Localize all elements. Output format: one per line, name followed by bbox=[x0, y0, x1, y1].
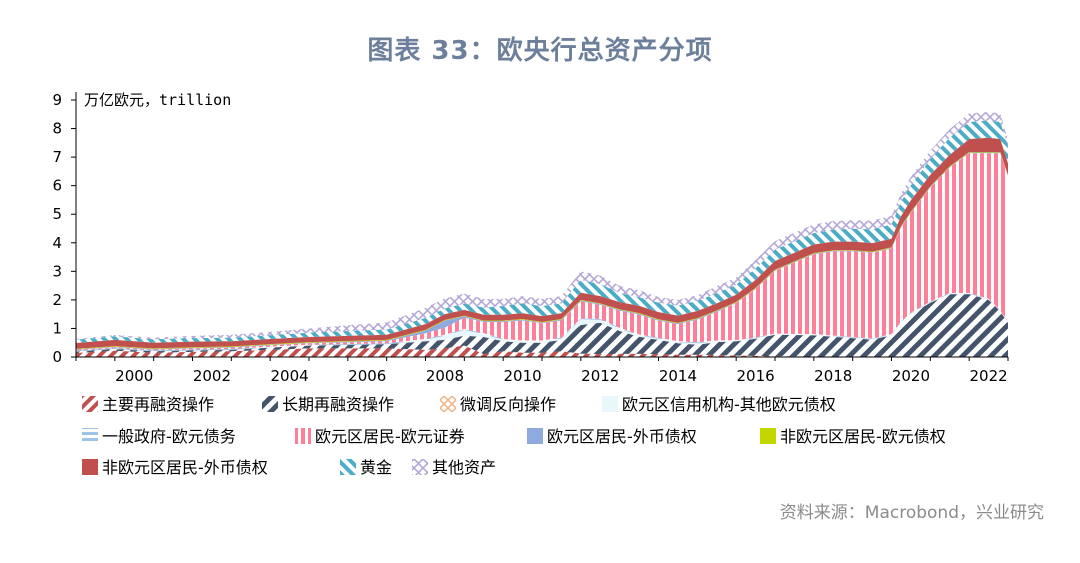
area-series-9 bbox=[76, 120, 1008, 344]
legend-label: 黄金 bbox=[360, 458, 392, 477]
legend-label: 微调反向操作 bbox=[460, 395, 556, 414]
y-tick-label: 9 bbox=[52, 91, 62, 109]
x-tick-label: 2000 bbox=[115, 367, 153, 385]
legend-label: 欧元区居民-欧元证券 bbox=[315, 427, 465, 446]
area-series-5 bbox=[76, 153, 1008, 351]
legend-swatch bbox=[262, 396, 278, 412]
x-tick-label: 2010 bbox=[503, 367, 541, 385]
legend-swatch bbox=[82, 428, 98, 444]
page-title: 图表 33：欧央行总资产分项 bbox=[367, 36, 713, 66]
axes: 0 1 2 3 4 5 6 7 8 9 2000 2002 2004 2006 2008 2010 2012 20… bbox=[52, 91, 1009, 385]
area-series-10 bbox=[76, 111, 1008, 340]
unit-label: 万亿欧元，trillion bbox=[84, 91, 231, 109]
legend-label: 一般政府-欧元债务 bbox=[102, 427, 236, 446]
legend-swatch bbox=[82, 459, 98, 475]
x-tick-label: 2014 bbox=[659, 367, 697, 385]
legend-label: 其他资产 bbox=[432, 458, 496, 477]
legend-swatch bbox=[527, 428, 543, 444]
x-tick-label: 2018 bbox=[814, 367, 852, 385]
y-tick-label: 6 bbox=[52, 177, 62, 195]
y-tick-label: 1 bbox=[52, 319, 62, 337]
x-tick-label: 2008 bbox=[426, 367, 464, 385]
x-tick-label: 2020 bbox=[892, 367, 930, 385]
x-tick-label: 2002 bbox=[193, 367, 231, 385]
legend-swatch bbox=[602, 396, 618, 412]
y-tick-label: 7 bbox=[52, 148, 62, 166]
y-tick-label: 4 bbox=[52, 234, 62, 252]
source-note: 资料来源：Macrobond，兴业研究 bbox=[779, 503, 1044, 523]
legend: 主要再融资操作 长期再融资操作 微调反向操作 欧元区信用机构-其他欧元债权一般政府-欧… bbox=[82, 395, 946, 477]
y-tick-label: 2 bbox=[52, 291, 62, 309]
legend-label: 非欧元区居民-欧元债权 bbox=[780, 427, 946, 446]
legend-label: 长期再融资操作 bbox=[282, 395, 394, 414]
legend-label: 非欧元区居民-外币债权 bbox=[102, 458, 268, 477]
y-tick-label: 5 bbox=[52, 205, 62, 223]
x-tick-label: 2022 bbox=[969, 367, 1007, 385]
legend-swatch bbox=[412, 459, 428, 475]
legend-label: 欧元区居民-外币债权 bbox=[547, 427, 697, 446]
y-tick-label: 0 bbox=[52, 348, 62, 366]
legend-swatch bbox=[440, 396, 456, 412]
y-tick-label: 8 bbox=[52, 120, 62, 138]
legend-swatch bbox=[340, 459, 356, 475]
x-tick-label: 2006 bbox=[348, 367, 386, 385]
x-tick-label: 2004 bbox=[270, 367, 308, 385]
series-areas bbox=[76, 111, 1008, 357]
legend-label: 主要再融资操作 bbox=[102, 395, 214, 414]
legend-swatch bbox=[82, 396, 98, 412]
area-series-0 bbox=[76, 345, 1008, 357]
y-tick-label: 3 bbox=[52, 262, 62, 280]
x-tick-label: 2016 bbox=[736, 367, 774, 385]
legend-label: 欧元区信用机构-其他欧元债权 bbox=[622, 395, 836, 414]
legend-swatch bbox=[295, 428, 311, 444]
x-tick-label: 2012 bbox=[581, 367, 619, 385]
area-series-1 bbox=[76, 294, 1008, 357]
legend-swatch bbox=[760, 428, 776, 444]
